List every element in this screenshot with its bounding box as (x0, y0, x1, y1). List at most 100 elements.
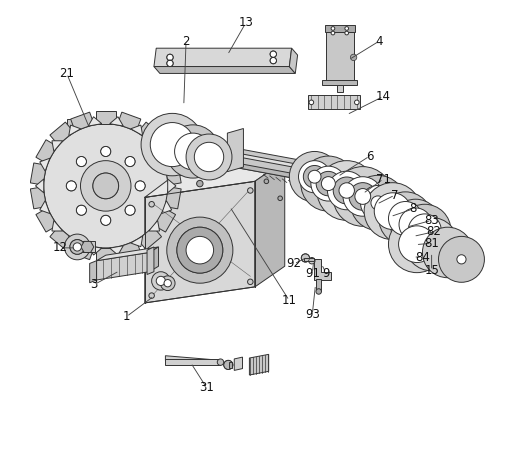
Polygon shape (90, 261, 97, 283)
Polygon shape (69, 236, 81, 247)
Polygon shape (154, 133, 333, 185)
Circle shape (270, 57, 277, 64)
Polygon shape (138, 227, 161, 250)
Polygon shape (147, 247, 154, 274)
Text: 91: 91 (305, 267, 320, 280)
Circle shape (301, 254, 309, 262)
Circle shape (278, 196, 282, 201)
Circle shape (186, 134, 232, 180)
Circle shape (443, 248, 452, 257)
Polygon shape (131, 236, 143, 247)
Polygon shape (255, 161, 285, 287)
Circle shape (167, 60, 173, 67)
Circle shape (361, 185, 395, 220)
Text: 6: 6 (366, 150, 373, 162)
Polygon shape (234, 357, 242, 370)
Circle shape (399, 208, 432, 241)
Circle shape (354, 100, 359, 105)
Circle shape (345, 27, 349, 30)
Polygon shape (145, 161, 285, 197)
Circle shape (73, 243, 81, 251)
Polygon shape (326, 32, 353, 85)
Bar (317, 279, 321, 291)
Circle shape (316, 289, 321, 294)
Circle shape (166, 125, 220, 178)
Polygon shape (40, 201, 50, 213)
Circle shape (349, 183, 377, 210)
Circle shape (343, 177, 383, 216)
Polygon shape (322, 80, 357, 85)
Polygon shape (110, 117, 124, 126)
Polygon shape (313, 259, 331, 280)
Circle shape (93, 173, 118, 199)
Circle shape (270, 51, 277, 57)
Circle shape (76, 157, 87, 167)
Polygon shape (36, 208, 57, 232)
Circle shape (44, 124, 168, 248)
Text: 13: 13 (238, 17, 253, 29)
Polygon shape (168, 179, 176, 193)
Circle shape (439, 236, 484, 282)
Polygon shape (154, 48, 292, 67)
Circle shape (316, 171, 340, 196)
Circle shape (399, 226, 435, 263)
Polygon shape (154, 208, 175, 232)
Polygon shape (36, 140, 57, 164)
Text: 92: 92 (286, 257, 302, 270)
Polygon shape (154, 140, 175, 164)
Polygon shape (166, 356, 221, 365)
Polygon shape (88, 246, 102, 255)
Polygon shape (50, 227, 74, 250)
Circle shape (164, 280, 171, 287)
Circle shape (379, 192, 432, 245)
Text: 71: 71 (376, 173, 391, 185)
Circle shape (101, 215, 111, 225)
Text: 1: 1 (122, 310, 130, 323)
Circle shape (149, 293, 154, 298)
Bar (305, 258, 313, 261)
Polygon shape (71, 112, 94, 131)
Circle shape (141, 113, 203, 176)
Circle shape (125, 205, 135, 215)
Polygon shape (131, 125, 143, 136)
Circle shape (364, 183, 421, 240)
Circle shape (405, 218, 458, 271)
Polygon shape (154, 67, 295, 73)
Circle shape (457, 255, 466, 264)
Polygon shape (165, 163, 181, 185)
Circle shape (66, 181, 76, 191)
Polygon shape (80, 119, 124, 252)
Polygon shape (97, 252, 149, 280)
Polygon shape (289, 48, 297, 73)
Polygon shape (154, 138, 333, 174)
Circle shape (333, 177, 360, 204)
Polygon shape (81, 241, 94, 252)
Circle shape (422, 227, 473, 278)
Text: 83: 83 (424, 214, 439, 227)
Text: 81: 81 (424, 237, 439, 250)
Polygon shape (149, 220, 159, 231)
Circle shape (389, 202, 422, 235)
Circle shape (366, 190, 390, 215)
Polygon shape (161, 158, 172, 171)
Bar (308, 95, 361, 109)
Text: 15: 15 (424, 264, 439, 277)
Polygon shape (30, 187, 47, 209)
Text: 9: 9 (322, 267, 330, 280)
Text: 82: 82 (427, 225, 441, 238)
Circle shape (125, 157, 135, 167)
Polygon shape (71, 241, 94, 260)
Text: 3: 3 (91, 278, 98, 291)
Polygon shape (88, 117, 102, 126)
Text: 11: 11 (282, 294, 297, 307)
Polygon shape (95, 111, 116, 124)
Polygon shape (110, 246, 124, 255)
Circle shape (197, 180, 203, 187)
Circle shape (160, 276, 175, 291)
Circle shape (350, 54, 357, 61)
Polygon shape (69, 125, 81, 136)
Polygon shape (67, 119, 80, 140)
Circle shape (167, 54, 173, 61)
Circle shape (248, 188, 253, 193)
Circle shape (224, 360, 233, 369)
